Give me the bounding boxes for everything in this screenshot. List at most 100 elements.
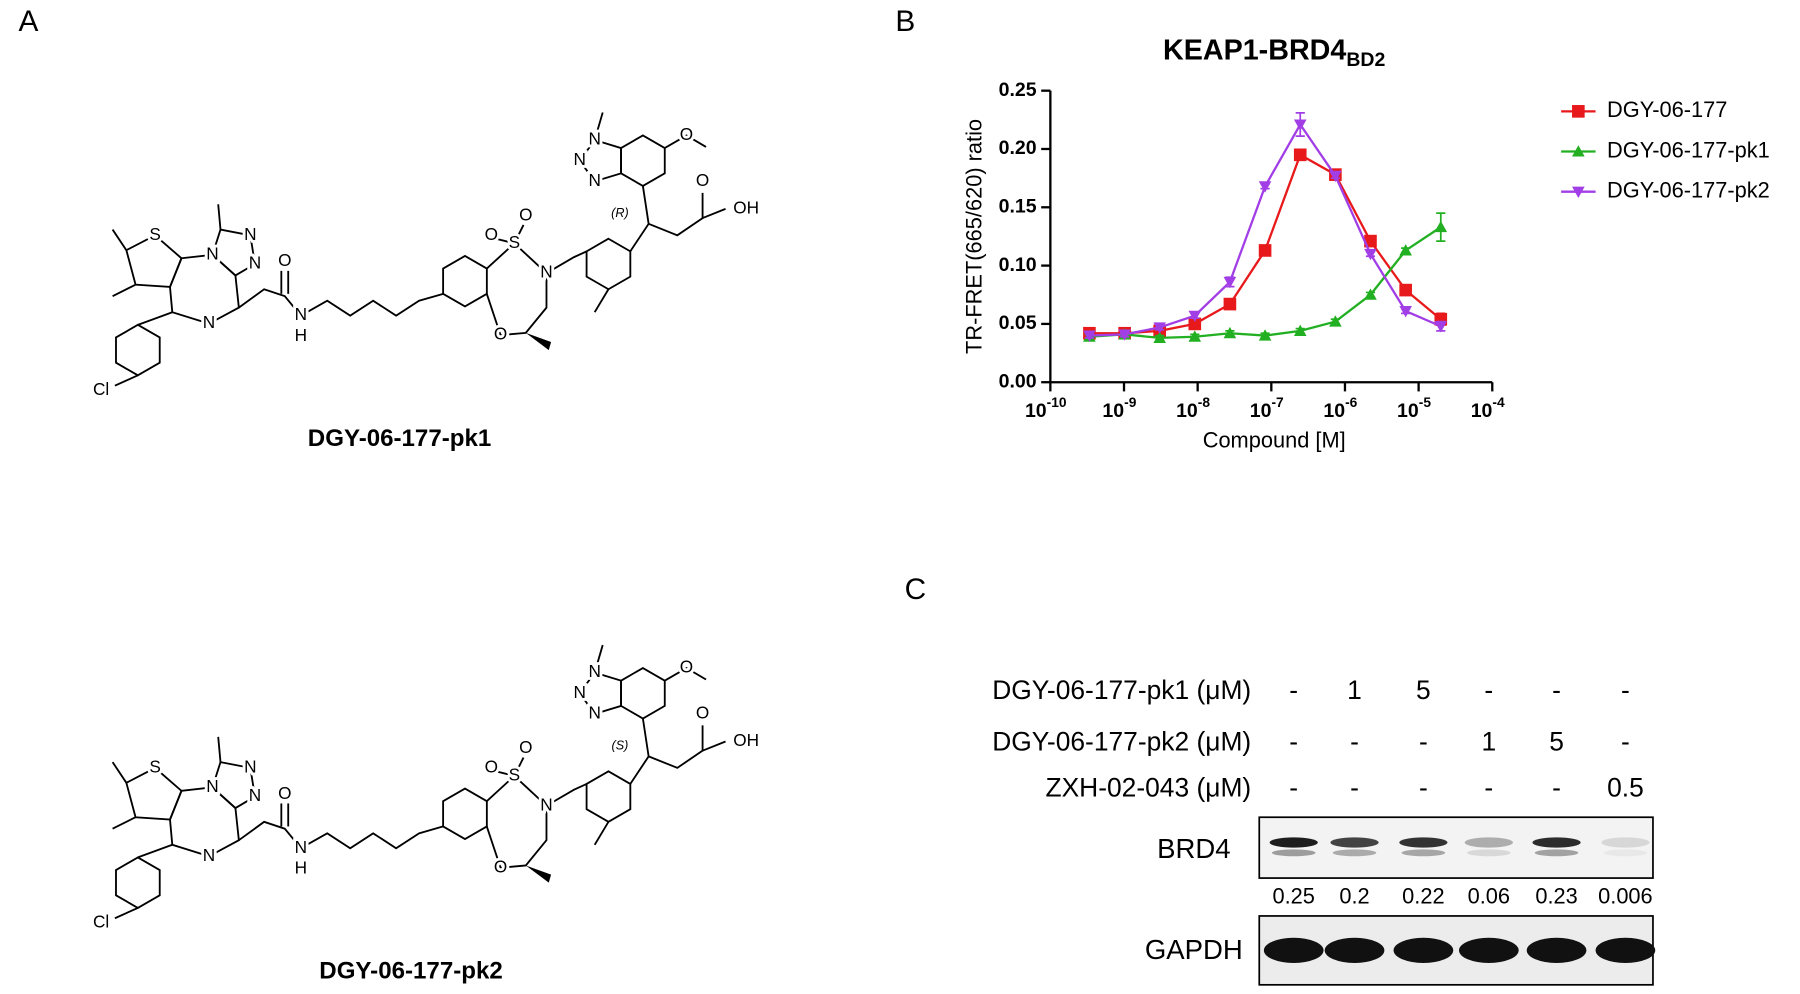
bond xyxy=(702,208,726,219)
bond xyxy=(629,185,650,252)
lane-dose: 5 xyxy=(1549,727,1564,757)
ring-bond xyxy=(442,254,488,308)
atom-label: N xyxy=(206,776,218,796)
marker xyxy=(1399,244,1412,256)
lane-dose: - xyxy=(1289,675,1298,705)
marker xyxy=(1434,321,1448,333)
legend-label: DGY-06-177-pk1 xyxy=(1607,137,1770,162)
atom-label: N xyxy=(203,312,215,332)
bond xyxy=(485,774,548,869)
quantification: 0.06 xyxy=(1468,883,1510,908)
x-tick-label: 10-7 xyxy=(1250,395,1284,423)
atom-label: O xyxy=(680,657,693,677)
lane-dose: 1 xyxy=(1481,727,1496,757)
atom-label: N xyxy=(206,243,218,263)
gapdh-band xyxy=(1526,937,1587,964)
ring-bond xyxy=(578,138,623,183)
tick-base: 10 xyxy=(1025,400,1047,422)
panel-label: B xyxy=(895,5,915,38)
lane-dose: - xyxy=(1621,727,1630,757)
treatment-label: DGY-06-177-pk1 (μM) xyxy=(992,675,1251,705)
marker xyxy=(1258,329,1272,341)
bond xyxy=(513,757,525,777)
tick-base: 10 xyxy=(1176,400,1198,422)
tick-base: 10 xyxy=(1102,400,1124,422)
x-axis-label: Compound [M] xyxy=(1203,428,1346,453)
blot-target-label: BRD4 xyxy=(1157,833,1230,864)
tick-exponent: -7 xyxy=(1271,395,1284,410)
blot-frame xyxy=(1258,816,1654,879)
tick-base: 10 xyxy=(1323,400,1345,422)
bond xyxy=(629,718,650,785)
quantification: 0.23 xyxy=(1535,883,1577,908)
brd4-band xyxy=(1464,837,1513,848)
atom-label: O xyxy=(696,170,709,190)
y-tick-label: 0.05 xyxy=(999,312,1037,334)
marker xyxy=(1572,186,1585,198)
lane-dose: - xyxy=(1419,773,1428,803)
atom-label: N xyxy=(574,149,586,169)
stereo-label: (S) xyxy=(612,738,629,752)
x-tick-label: 10-10 xyxy=(1025,395,1067,423)
bond xyxy=(664,666,707,682)
lane-dose: - xyxy=(1621,675,1630,705)
quantification: 0.22 xyxy=(1402,883,1444,908)
bond xyxy=(217,736,222,763)
marker xyxy=(1434,220,1448,233)
bond xyxy=(485,242,548,337)
ring-bond xyxy=(578,671,623,716)
lane-dose: 1 xyxy=(1347,675,1362,705)
atom-label: OH xyxy=(733,730,759,750)
atom-label: H xyxy=(295,325,307,345)
tick-exponent: -4 xyxy=(1492,395,1505,410)
lane-dose: - xyxy=(1350,773,1359,803)
y-tick-label: 0.20 xyxy=(999,137,1037,159)
atom-label: N xyxy=(588,661,600,681)
wedge-bond xyxy=(525,865,552,883)
atom-label: S xyxy=(149,224,160,244)
marker xyxy=(1258,181,1272,193)
gapdh-band xyxy=(1595,937,1656,964)
marker xyxy=(1293,148,1307,162)
atom-label: O xyxy=(680,124,693,144)
brd4-band xyxy=(1532,837,1581,848)
treatment-label: DGY-06-177-pk2 (μM) xyxy=(992,727,1251,757)
lane-dose: - xyxy=(1552,773,1561,803)
brd4-band xyxy=(1269,837,1318,848)
marker xyxy=(1399,283,1412,297)
atom-label: O xyxy=(519,737,532,757)
atom-label: N xyxy=(203,845,215,865)
tick-base: 10 xyxy=(1471,400,1493,422)
bond xyxy=(495,770,515,777)
bond xyxy=(546,783,588,807)
treatment-label: ZXH-02-043 (μM) xyxy=(1045,773,1251,803)
lane-dose: - xyxy=(1484,675,1493,705)
ring-bond xyxy=(620,666,666,720)
tick-base: 10 xyxy=(1250,400,1272,422)
atom-label: S xyxy=(509,764,520,784)
bond xyxy=(114,907,139,920)
gapdh-band xyxy=(1393,937,1454,964)
y-tick-label: 0.00 xyxy=(999,370,1037,392)
gapdh-band xyxy=(1263,937,1324,964)
bond xyxy=(114,374,139,387)
atom-label: OH xyxy=(733,197,759,217)
ring-bond xyxy=(211,228,256,277)
bond xyxy=(593,288,610,313)
lane-dose: 5 xyxy=(1416,675,1431,705)
atom-label: Cl xyxy=(93,911,109,931)
ring-bond xyxy=(442,787,488,841)
bond xyxy=(137,311,173,326)
atom-label: O xyxy=(696,702,709,722)
atom-label: N xyxy=(540,262,552,282)
atom-label: O xyxy=(485,224,498,244)
quantification: 0.006 xyxy=(1598,883,1653,908)
atom-label: N xyxy=(295,304,307,324)
ring-bond xyxy=(115,323,161,377)
x-tick-label: 10-5 xyxy=(1397,395,1431,423)
y-axis-label: TR-FRET(665/620) ratio xyxy=(962,119,987,354)
marker xyxy=(1572,105,1585,118)
quantification: 0.25 xyxy=(1272,883,1314,908)
